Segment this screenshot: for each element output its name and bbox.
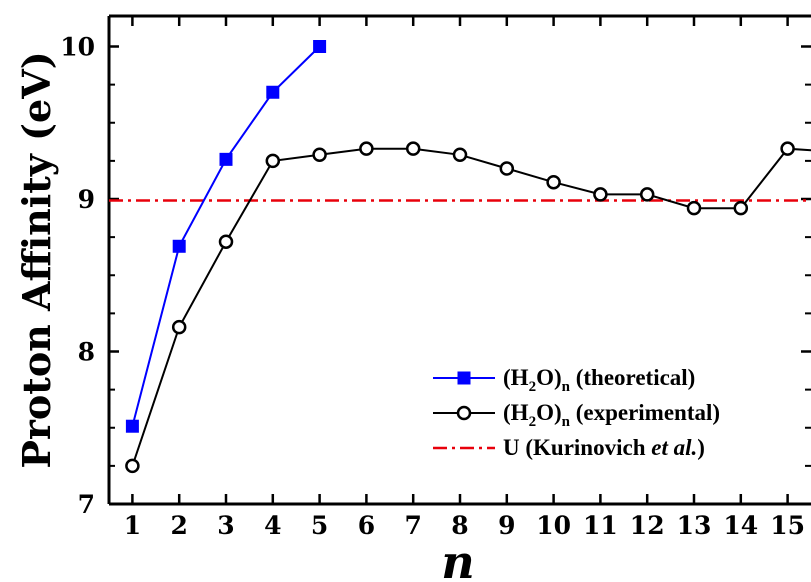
data-point-experimental [593,187,608,202]
x-tick-label: 8 [451,511,468,540]
data-point-experimental [546,174,561,190]
data-point-theoretical [313,40,327,53]
legend-label-theoretical: (H2O)n (theoretical) [503,365,695,395]
x-axis-title: n [441,535,474,582]
series-layer [125,40,811,474]
data-point-experimental [359,141,374,156]
data-point-theoretical [172,239,186,253]
x-tick-label: 7 [404,511,421,540]
data-point-theoretical [266,85,280,99]
x-tick-label: 11 [583,511,618,540]
data-point-experimental [125,458,140,474]
data-point-experimental [499,161,515,176]
x-tick-label: 2 [170,511,187,540]
y-tick-label: 7 [78,490,95,519]
legend-marker-experimental [456,405,472,421]
data-point-experimental [171,319,187,335]
data-point-experimental [639,187,655,202]
legend-label-reference: U (Kurinovich et al.) [503,435,705,460]
series-line-experimental [131,147,811,467]
data-point-theoretical [219,152,233,166]
data-point-experimental [780,141,795,156]
y-tick-label: 8 [78,338,95,367]
y-tick-label: 10 [60,33,95,62]
x-tick-label: 13 [677,511,712,540]
x-tick-label: 3 [217,511,234,540]
x-tick-label: 12 [630,511,665,540]
data-point-theoretical [125,419,139,433]
data-point-experimental [218,234,234,249]
data-point-experimental [733,200,749,216]
legend-marker-theoretical [457,371,471,385]
x-tick-label: 1 [124,511,141,540]
data-point-experimental [312,147,327,163]
data-point-experimental [686,200,702,216]
data-point-experimental [452,147,468,163]
series-experimental [125,141,811,474]
x-tick-label: 10 [536,511,571,540]
data-point-experimental [265,153,281,169]
series-theoretical [125,40,327,433]
legend-label-experimental: (H2O)n (experimental) [503,400,720,430]
y-axis-title: Proton Affinity (eV) [14,51,59,468]
x-tick-label: 15 [770,511,805,540]
x-tick-label: 4 [264,511,281,540]
x-tick-label: 9 [498,511,515,540]
legend: (H2O)n (theoretical) (H2O)n (experimental… [433,365,720,460]
data-point-experimental [405,141,421,156]
x-tick-label: 5 [311,511,328,540]
x-tick-label: 14 [723,511,758,540]
y-tick-label: 9 [78,185,95,214]
x-tick-label: 6 [358,511,375,540]
